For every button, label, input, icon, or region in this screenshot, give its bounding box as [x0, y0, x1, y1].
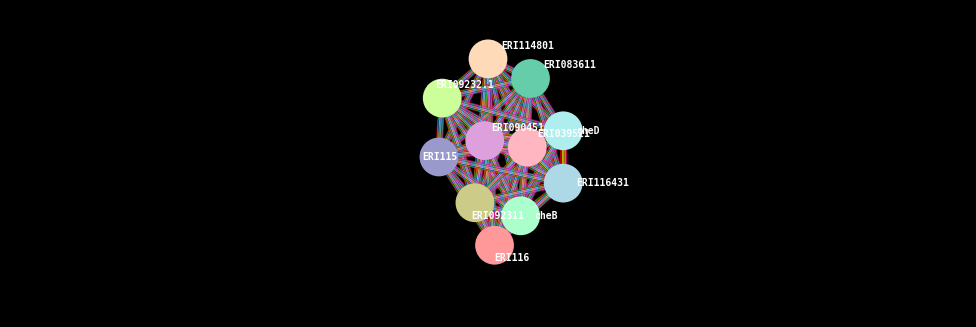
Circle shape [457, 185, 493, 221]
Circle shape [467, 123, 503, 159]
Text: ERI083611: ERI083611 [544, 60, 596, 70]
Text: ERI090451: ERI090451 [491, 123, 545, 132]
Circle shape [470, 41, 506, 77]
Circle shape [509, 129, 546, 165]
Circle shape [512, 60, 549, 96]
Text: ERI115: ERI115 [423, 152, 458, 162]
Circle shape [503, 198, 539, 234]
Text: ERI114801: ERI114801 [501, 41, 554, 51]
Text: ERI116: ERI116 [495, 253, 530, 263]
Text: ERI092311: ERI092311 [471, 211, 524, 221]
Text: ERI039521: ERI039521 [537, 129, 590, 139]
Circle shape [546, 113, 581, 149]
Text: ERI116431: ERI116431 [576, 178, 630, 188]
Text: cheD: cheD [576, 126, 600, 136]
Text: ERI09232.1: ERI09232.1 [435, 80, 495, 90]
Circle shape [421, 139, 457, 175]
Circle shape [476, 227, 512, 263]
Circle shape [425, 80, 461, 116]
Circle shape [546, 165, 581, 201]
Text: cheB: cheB [534, 211, 557, 221]
